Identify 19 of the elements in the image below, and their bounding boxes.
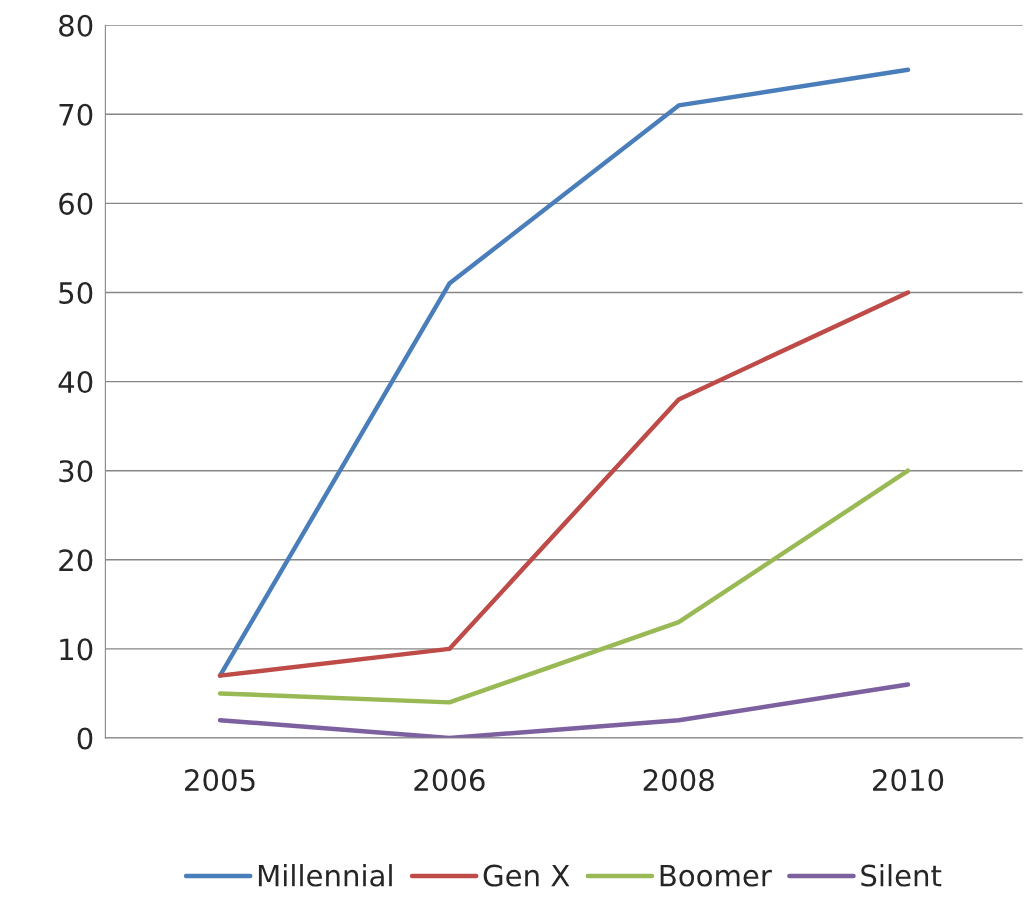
x-tick-label: 2008 [643,769,714,792]
x-tick-label: 2006 [414,769,485,792]
x-tick-label: 2010 [873,769,944,792]
legend-label: Silent [861,864,942,887]
y-tick-label: 70 [59,103,93,126]
legend-label: Gen X [483,864,570,887]
x-tick-label: 2005 [185,769,255,792]
line-series [217,290,911,678]
y-tick-label: 10 [60,638,93,661]
legend-label: Boomer [660,864,772,887]
y-tick-label: 30 [59,460,93,483]
y-tick-label: 50 [59,281,93,304]
line-series [217,468,911,705]
y-tick-label: 20 [59,549,93,572]
y-tick-label: 40 [58,371,93,394]
legend-label: Millennial [258,864,392,887]
y-tick-label: 60 [59,192,93,215]
y-tick-label: 80 [59,14,93,37]
y-tick-label: 0 [77,727,93,750]
